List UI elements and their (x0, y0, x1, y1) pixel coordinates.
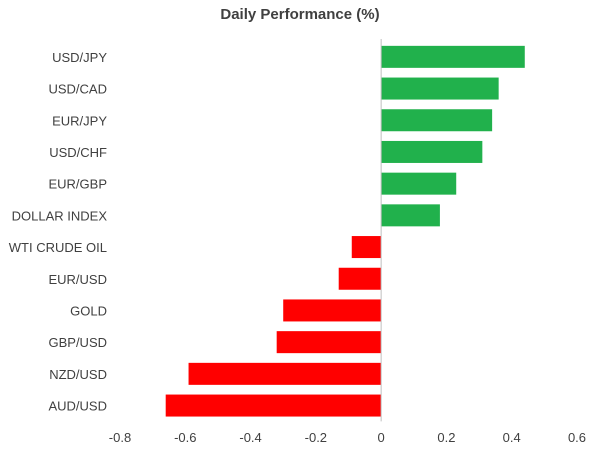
category-label: WTI CRUDE OIL (9, 240, 107, 255)
x-tick-label: 0.6 (568, 430, 586, 445)
bar-aud-usd (165, 394, 382, 417)
bar-usd-cad (381, 77, 499, 100)
bar-eur-usd (338, 267, 382, 290)
bar-gold (283, 299, 382, 322)
category-label: EUR/USD (48, 272, 107, 287)
category-label: EUR/GBP (48, 177, 107, 192)
category-label: USD/JPY (52, 50, 107, 65)
bar-usd-chf (381, 140, 483, 163)
category-label: AUD/USD (48, 399, 107, 414)
bar-nzd-usd (188, 362, 382, 385)
x-tick-label: -0.2 (305, 430, 327, 445)
category-label: GBP/USD (48, 335, 107, 350)
bar-dollar-index (381, 204, 440, 227)
bar-wti-crude-oil (351, 236, 382, 259)
x-tick-label: -0.6 (174, 430, 196, 445)
x-tick-label: 0 (378, 430, 385, 445)
bar-usd-jpy (381, 45, 525, 68)
category-label: EUR/JPY (52, 113, 107, 128)
bar-eur-jpy (381, 109, 493, 132)
chart-title: Daily Performance (%) (220, 6, 380, 23)
category-label: USD/CAD (48, 82, 107, 97)
x-tick-label: -0.8 (109, 430, 131, 445)
x-tick-label: 0.4 (503, 430, 521, 445)
category-label: USD/CHF (49, 145, 107, 160)
x-tick-label: 0.2 (437, 430, 455, 445)
bar-gbp-usd (276, 331, 382, 354)
x-tick-label: -0.4 (239, 430, 261, 445)
category-label: GOLD (70, 303, 107, 318)
bar-eur-gbp (381, 172, 457, 195)
category-label: DOLLAR INDEX (12, 208, 108, 223)
category-label: NZD/USD (49, 367, 107, 382)
